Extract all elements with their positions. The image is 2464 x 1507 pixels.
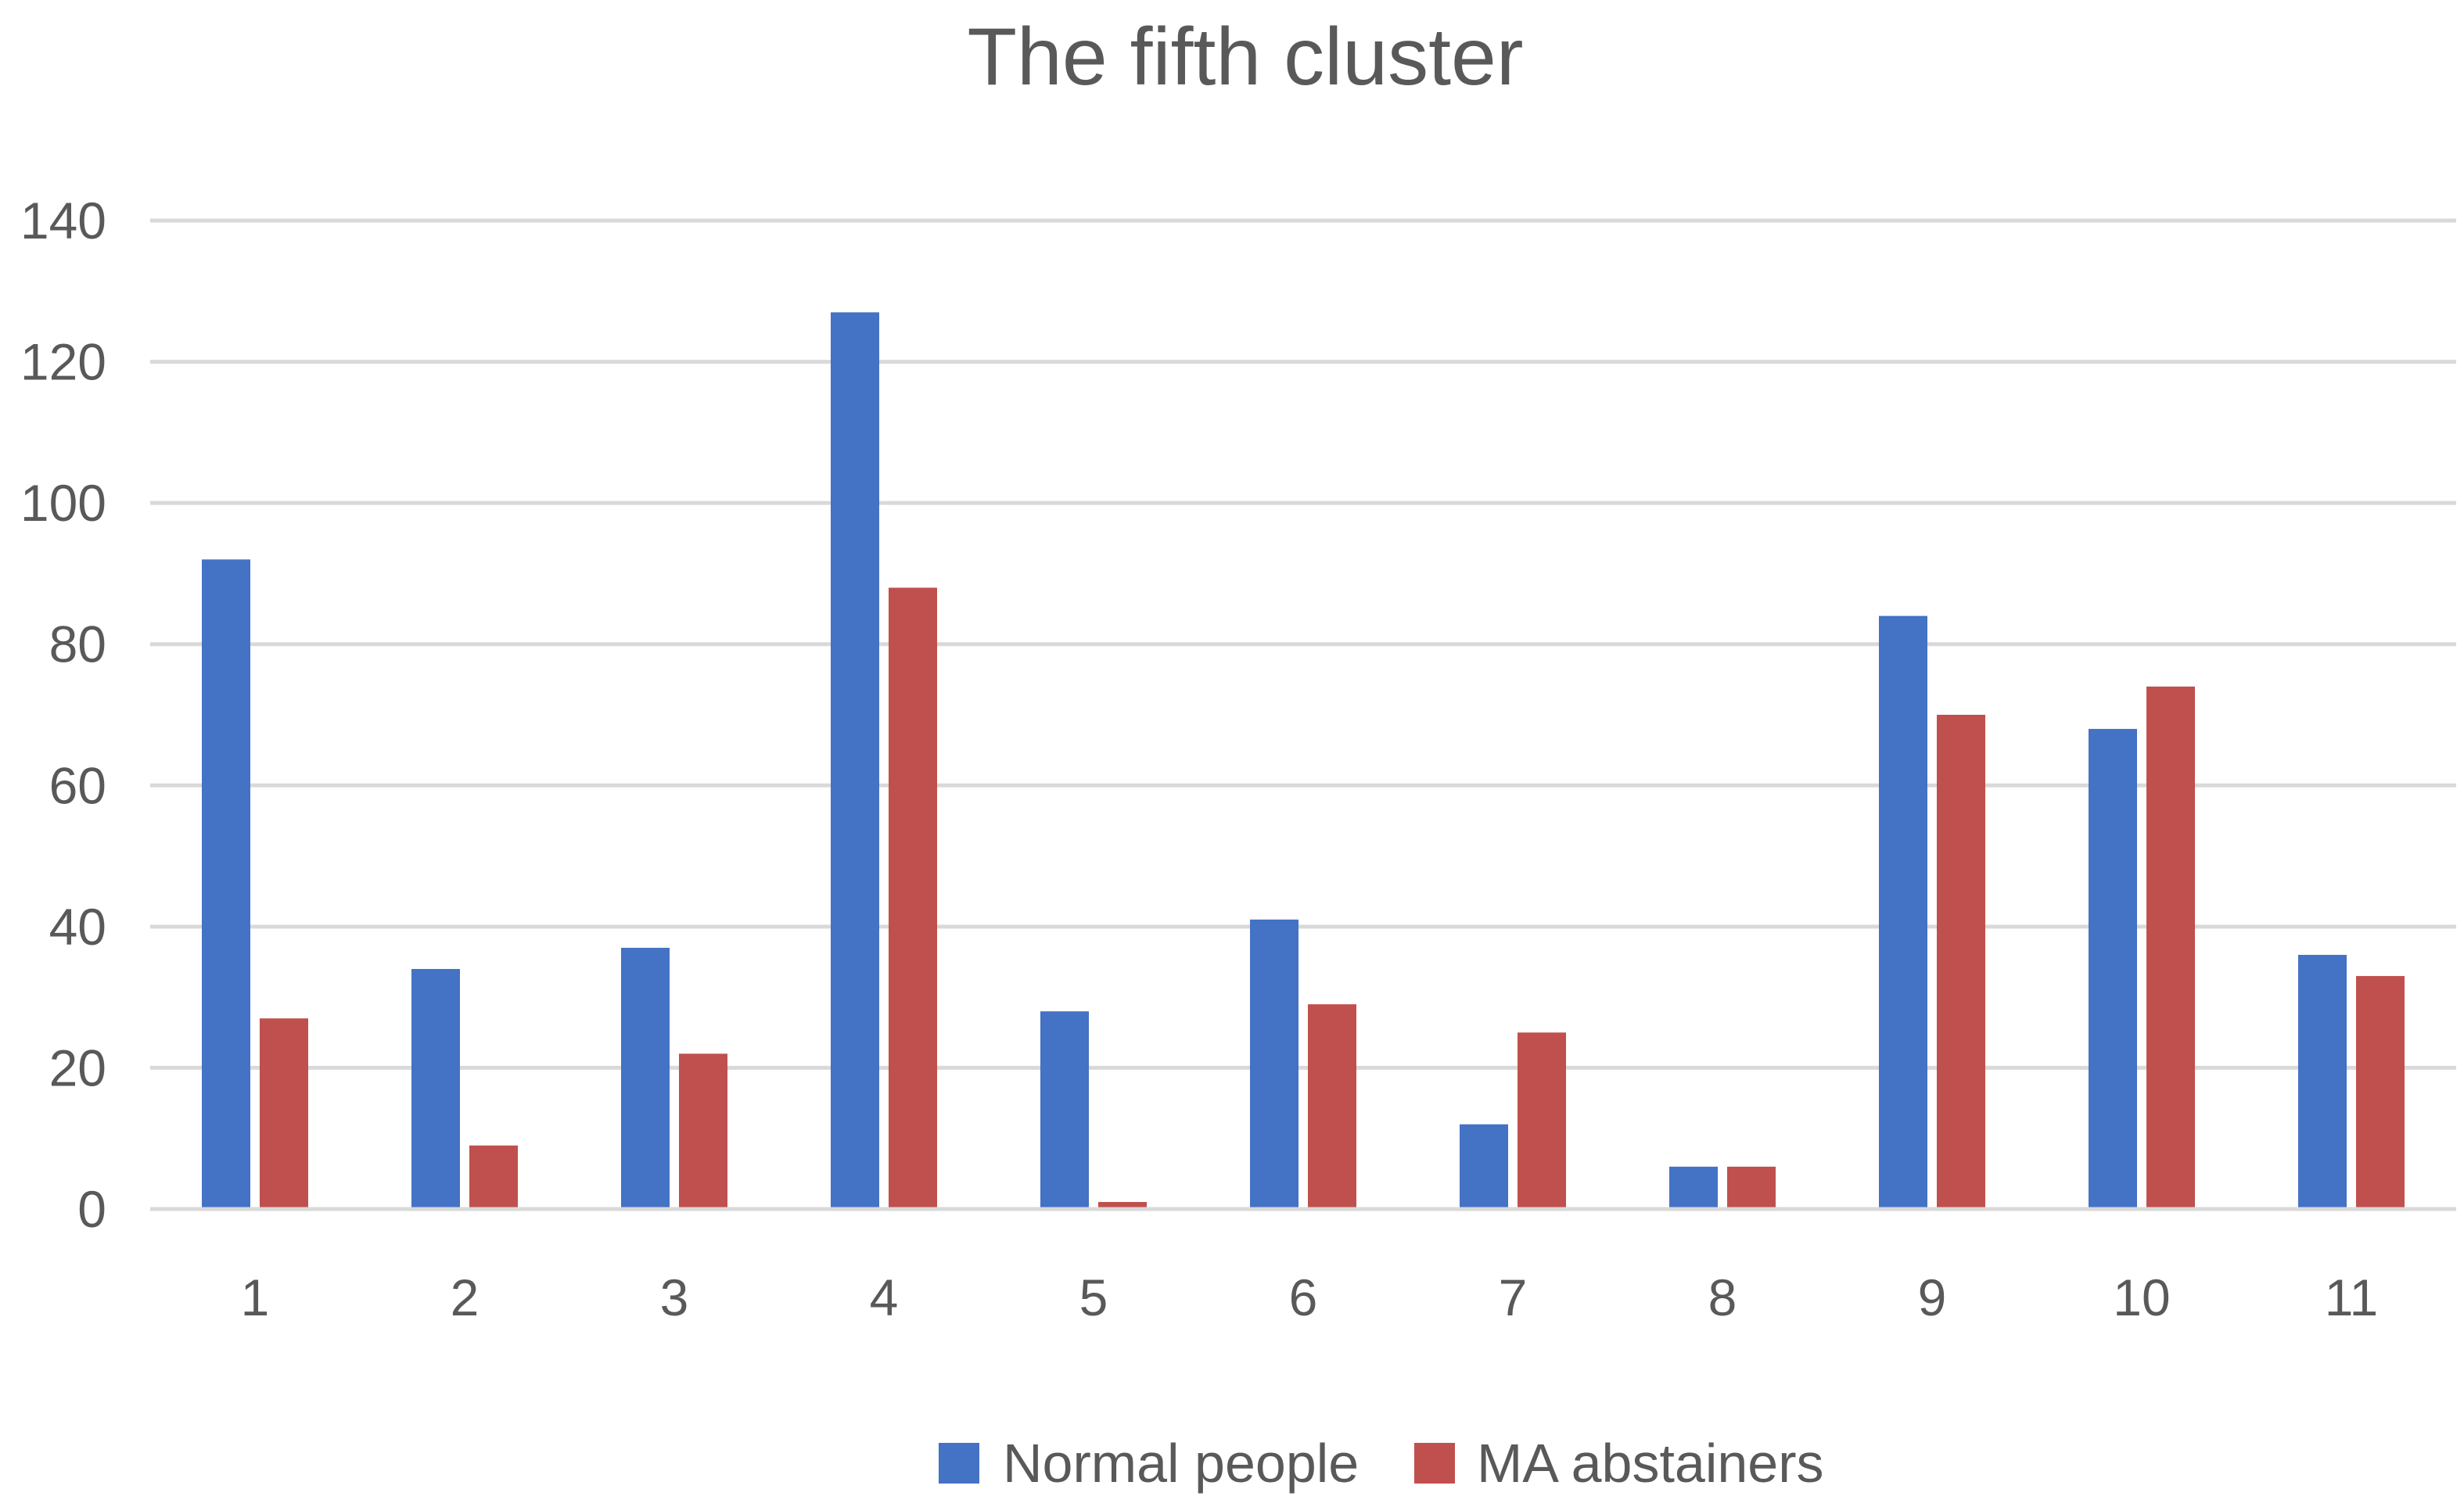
legend-swatch-ma-abstainers — [1414, 1443, 1455, 1484]
bar-normal-people-5 — [1040, 1011, 1089, 1209]
y-tick-label: 100 — [20, 474, 106, 532]
x-tick-label: 6 — [1289, 1268, 1318, 1326]
x-tick-label: 9 — [1918, 1268, 1947, 1326]
y-tick-label: 20 — [49, 1039, 106, 1096]
bar-normal-people-10 — [2089, 729, 2137, 1209]
bar-ma-abstainers-10 — [2146, 686, 2195, 1209]
gridlines — [150, 218, 2456, 1070]
legend-swatch-normal-people — [939, 1443, 979, 1484]
bar-normal-people-8 — [1669, 1166, 1718, 1209]
x-axis-tick-labels: 1 2 3 4 5 6 7 8 9 10 11 — [241, 1268, 2379, 1326]
bar-ma-abstainers-11 — [2356, 976, 2405, 1209]
bar-ma-abstainers-6 — [1308, 1004, 1356, 1209]
bar-ma-abstainers-3 — [679, 1053, 727, 1209]
bar-normal-people-9 — [1879, 615, 1927, 1209]
bar-ma-abstainers-2 — [469, 1145, 518, 1209]
bar-ma-abstainers-4 — [889, 587, 937, 1209]
bar-normal-people-6 — [1250, 919, 1298, 1209]
y-tick-label: 140 — [20, 192, 106, 249]
legend: Normal people MA abstainers — [939, 1433, 1824, 1494]
bar-ma-abstainers-9 — [1937, 715, 1985, 1209]
chart-title: The fifth cluster — [968, 12, 1524, 102]
legend-label-ma-abstainers: MA abstainers — [1477, 1433, 1824, 1494]
bar-normal-people-3 — [621, 947, 670, 1209]
x-tick-label: 1 — [241, 1268, 270, 1326]
y-tick-label: 0 — [77, 1180, 106, 1238]
bar-ma-abstainers-7 — [1518, 1032, 1566, 1209]
x-tick-label: 7 — [1499, 1268, 1528, 1326]
x-tick-label: 10 — [2113, 1268, 2170, 1326]
bar-ma-abstainers-5 — [1098, 1201, 1147, 1209]
x-tick-label: 2 — [451, 1268, 480, 1326]
x-tick-label: 4 — [870, 1268, 899, 1326]
x-tick-label: 5 — [1079, 1268, 1108, 1326]
y-tick-label: 80 — [49, 615, 106, 673]
y-tick-label: 40 — [49, 898, 106, 956]
bar-normal-people-2 — [411, 969, 460, 1209]
bar-ma-abstainers-1 — [260, 1018, 308, 1209]
bars — [202, 312, 2405, 1209]
bar-ma-abstainers-8 — [1727, 1166, 1776, 1209]
bar-normal-people-1 — [202, 559, 250, 1209]
y-axis-tick-labels: 0 20 40 60 80 100 120 140 — [20, 192, 106, 1238]
bar-normal-people-11 — [2298, 954, 2347, 1209]
bar-normal-people-4 — [831, 312, 879, 1209]
y-tick-label: 60 — [49, 756, 106, 814]
x-tick-label: 8 — [1708, 1268, 1737, 1326]
x-tick-label: 11 — [2325, 1268, 2379, 1326]
bar-normal-people-7 — [1460, 1124, 1508, 1209]
legend-label-normal-people: Normal people — [1003, 1433, 1359, 1494]
x-tick-label: 3 — [660, 1268, 689, 1326]
y-tick-label: 120 — [20, 333, 106, 391]
